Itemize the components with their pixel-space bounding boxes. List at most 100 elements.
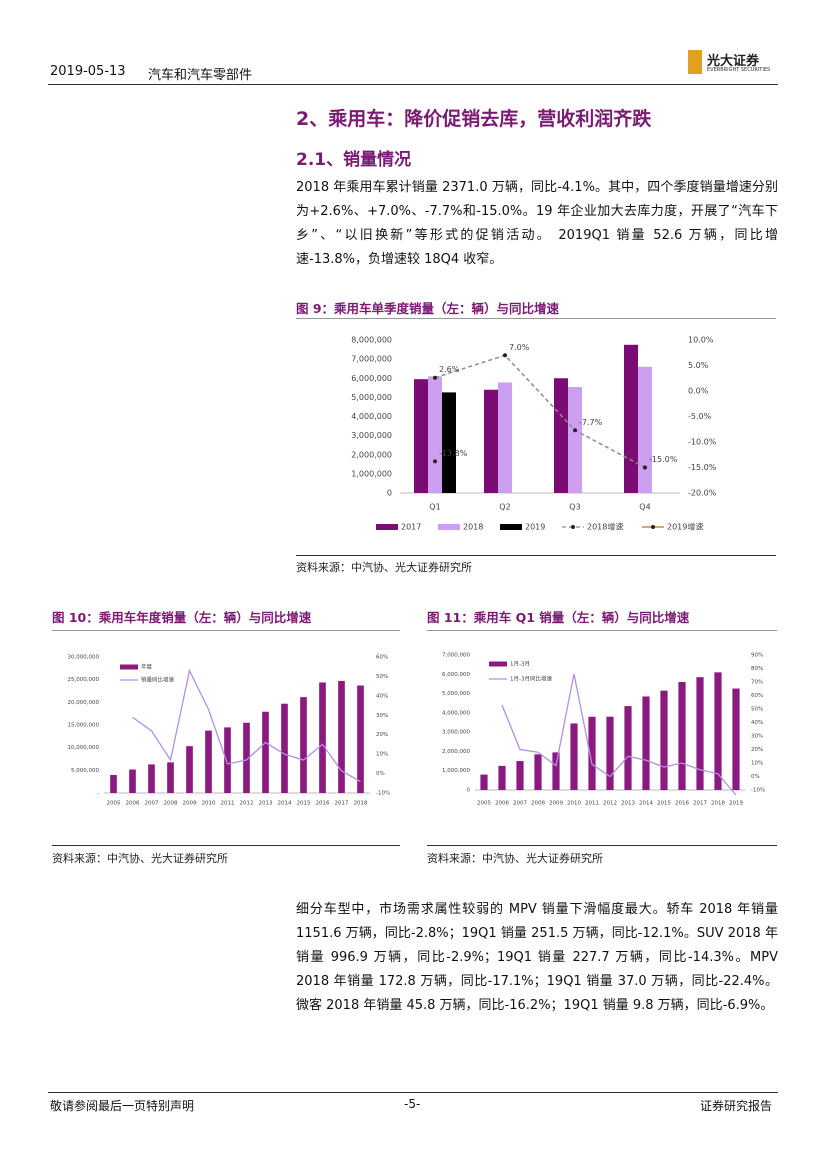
bar	[442, 392, 456, 493]
bar	[338, 680, 345, 793]
y2-tick-label: 80%	[751, 666, 763, 672]
x-tick-label: 2007	[513, 801, 527, 807]
line-marker	[433, 375, 437, 380]
x-tick-label: 2018	[354, 801, 368, 807]
y2-tick-label: 10.0%	[688, 336, 714, 345]
chart: 0 1,000,000 2,000,000 3,000,000 4,000,000 5,0…	[351, 336, 717, 532]
bar	[696, 677, 704, 790]
x-tick-label: 2014	[278, 801, 292, 807]
y2-tick-label: -10.0%	[688, 438, 717, 447]
y2-tick-label: 50%	[751, 707, 763, 713]
x-tick-label: 2016	[316, 801, 330, 807]
legend-swatch	[120, 664, 138, 670]
bar	[568, 387, 582, 493]
y-tick-label: 2,000,000	[351, 450, 392, 459]
bar	[480, 774, 488, 790]
bar	[732, 688, 740, 790]
y-tick-label: -	[97, 791, 99, 797]
x-tick-label: 2012	[240, 801, 254, 807]
line	[132, 668, 361, 783]
x-tick-label: 2013	[621, 801, 635, 807]
y-tick-label: 3,000,000	[351, 431, 392, 440]
bar	[678, 682, 686, 790]
y2-tick-label: 0%	[376, 771, 385, 777]
y-tick-label: 15,000,000	[68, 723, 100, 729]
figure-title: 图 11：乘用车 Q1 销量（左：辆）与同比增速	[427, 610, 690, 625]
bar	[414, 379, 428, 493]
bar	[167, 762, 174, 793]
chart: 0 1,000,000 2,000,000 3,000,000 4,000,000 5,0…	[442, 653, 765, 807]
footer-rule	[48, 1092, 778, 1093]
bar	[224, 727, 231, 793]
y2-tick-label: 10%	[751, 761, 763, 767]
bar	[570, 723, 578, 790]
line	[434, 354, 646, 469]
y2-tick-label: 40%	[751, 720, 763, 726]
bar	[129, 769, 136, 793]
x-tick-label: 2009	[549, 801, 563, 807]
legend-swatch	[500, 524, 522, 530]
bar	[186, 746, 193, 793]
x-tick-label: 2007	[145, 801, 159, 807]
y2-tick-label: 50%	[376, 674, 388, 680]
x-tick-label: Q4	[639, 503, 650, 512]
legend-swatch	[376, 524, 398, 530]
bar	[624, 706, 632, 790]
data-label: -15.0%	[649, 455, 678, 464]
x-tick-label: 2006	[126, 801, 140, 807]
y2-tick-label: -10%	[751, 788, 765, 794]
paragraph: 细分车型中，市场需求属性较弱的 MPV 销量下滑幅度最大。轿车 2018 年销量…	[296, 902, 778, 1013]
header-rule	[48, 84, 778, 85]
bar	[624, 344, 638, 493]
bar	[516, 761, 524, 790]
legend-label: 年度	[141, 663, 153, 671]
y-tick-label: 1,000,000	[351, 469, 392, 478]
line-marker	[503, 353, 507, 358]
x-tick-label: 2010	[202, 801, 216, 807]
y-tick-label: 7,000,000	[442, 653, 470, 659]
figure-rule	[296, 318, 776, 319]
y2-tick-label: 30%	[751, 734, 763, 740]
legend-label: 2018增速	[587, 522, 623, 532]
y-tick-label: 5,000,000	[71, 768, 99, 774]
x-tick-label: 2011	[221, 801, 235, 807]
line-marker	[573, 428, 577, 433]
y2-tick-label: -5.0%	[688, 412, 712, 421]
y-tick-label: 1,000,000	[442, 768, 470, 774]
x-tick-label: 2017	[693, 801, 707, 807]
bar	[281, 703, 288, 793]
legend-label: 2018	[463, 523, 483, 532]
bar	[714, 672, 722, 790]
y2-tick-label: 0.0%	[688, 387, 709, 396]
bar	[552, 752, 560, 790]
figure-rule	[427, 630, 777, 631]
legend-label: 1月-3月	[510, 661, 530, 668]
figure-source: 资料来源：中汽协、光大证券研究所	[427, 852, 603, 865]
bar	[319, 682, 326, 793]
bar	[300, 697, 307, 793]
x-tick-label: 2018	[711, 801, 725, 807]
y-tick-label: 5,000,000	[442, 691, 470, 697]
y2-tick-label: 70%	[751, 680, 763, 686]
x-tick-label: 2011	[585, 801, 599, 807]
x-tick-label: 2010	[567, 801, 581, 807]
y-tick-label: 25,000,000	[68, 677, 100, 683]
y-tick-label: 0	[467, 788, 471, 794]
source-rule	[52, 845, 400, 846]
y-tick-label: 10,000,000	[68, 745, 100, 751]
bar	[498, 765, 506, 790]
x-tick-label: 2006	[495, 801, 509, 807]
bar	[110, 775, 117, 793]
bar	[243, 722, 250, 793]
bar	[534, 754, 542, 790]
section-subtitle: 2.1、销量情况	[296, 150, 412, 170]
x-tick-label: 2015	[657, 801, 671, 807]
line-marker	[643, 465, 647, 470]
chart: - 5,000,000 10,000,000 15,000,000 20,000,000…	[68, 655, 391, 807]
y2-tick-label: 20%	[751, 747, 763, 753]
x-tick-label: 2005	[107, 801, 121, 807]
data-label: -13.8%	[439, 449, 468, 458]
y-tick-label: 6,000,000	[442, 672, 470, 678]
x-tick-label: Q1	[429, 503, 440, 512]
